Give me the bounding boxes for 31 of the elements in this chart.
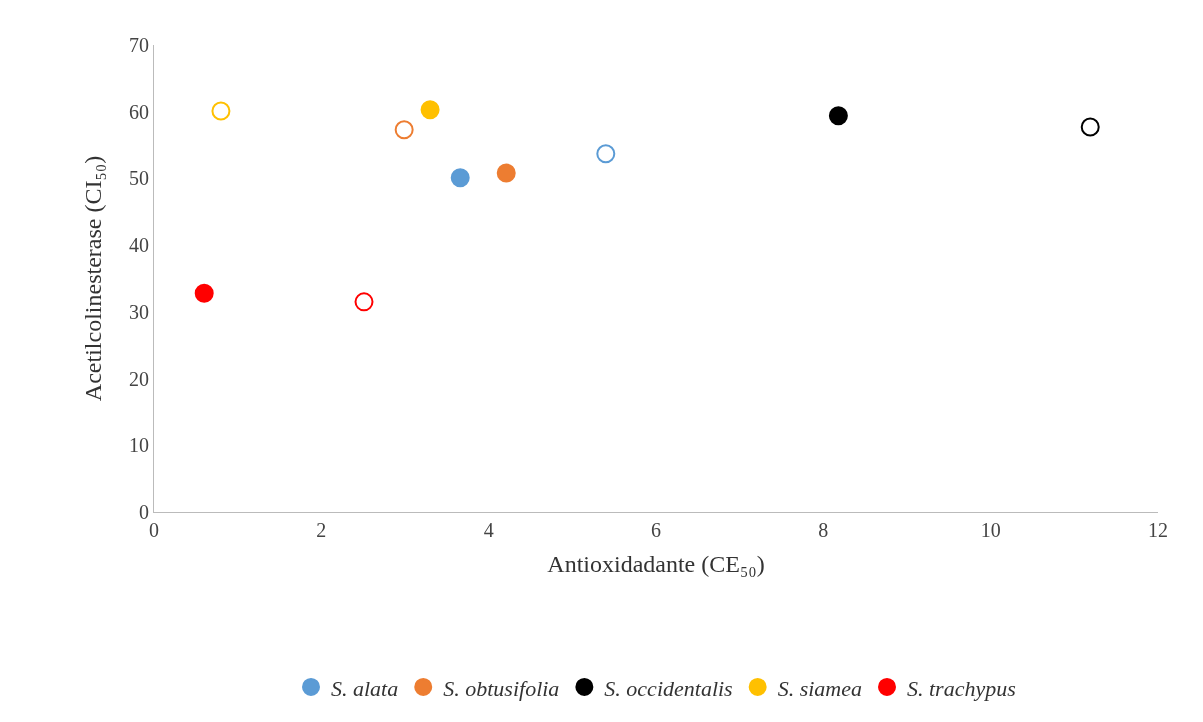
x-tick-label: 12 bbox=[1148, 519, 1168, 541]
legend-label: S. alata bbox=[331, 675, 399, 701]
y-tick-label: 60 bbox=[129, 100, 149, 123]
point bbox=[828, 106, 848, 126]
legend-label: S. obtusifolia bbox=[443, 675, 560, 701]
legend-label: S. trachypus bbox=[907, 675, 1016, 701]
y-axis-title: Acetilcolinesterase (CI₅₀) bbox=[80, 155, 107, 402]
x-tick-label: 4 bbox=[483, 519, 494, 541]
y-tick-label: 30 bbox=[129, 300, 149, 323]
point bbox=[394, 120, 414, 140]
legend-label: S. occidentalis bbox=[604, 675, 733, 701]
point bbox=[354, 292, 374, 312]
x-tick-label: 10 bbox=[980, 519, 1001, 541]
y-tick-label: 0 bbox=[139, 501, 149, 523]
y-tick-label: 50 bbox=[129, 167, 149, 190]
point bbox=[194, 283, 214, 303]
y-tick-label: 10 bbox=[129, 434, 149, 457]
point bbox=[1080, 117, 1100, 137]
point bbox=[450, 168, 470, 188]
x-axis-title: Antioxidadante (CE₅₀) bbox=[547, 551, 765, 578]
y-tick-label: 40 bbox=[129, 234, 149, 257]
x-tick-label: 6 bbox=[651, 519, 661, 541]
point bbox=[420, 100, 440, 120]
y-tick-label: 70 bbox=[129, 34, 149, 56]
legend-label: S. siamea bbox=[777, 675, 862, 701]
x-tick-label: 2 bbox=[316, 519, 327, 541]
y-tick-label: 20 bbox=[129, 367, 149, 390]
point bbox=[211, 101, 231, 121]
point bbox=[596, 144, 616, 164]
point bbox=[496, 163, 516, 183]
x-tick-label: 8 bbox=[818, 519, 829, 541]
